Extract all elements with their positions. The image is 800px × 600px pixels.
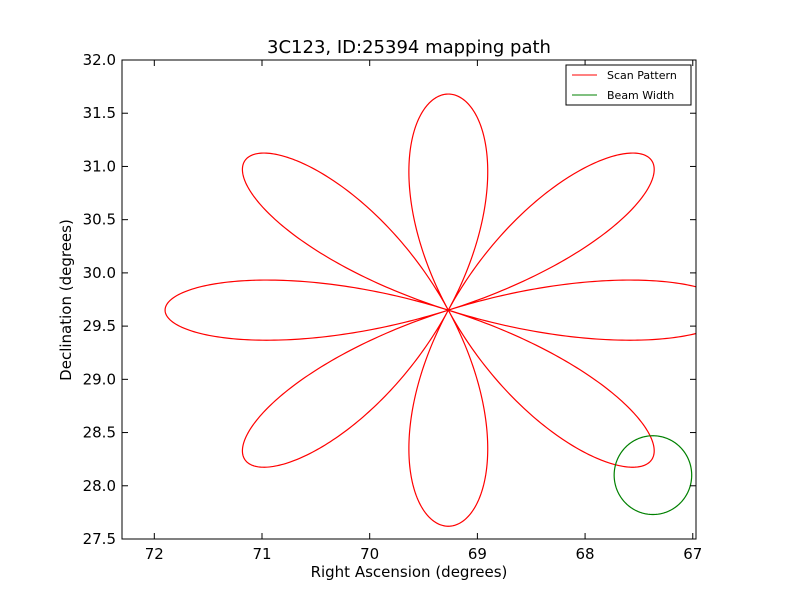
legend-label-beam-width: Beam Width bbox=[607, 89, 674, 102]
series-beam-width bbox=[613, 435, 693, 516]
y-tick-label: 28.5 bbox=[83, 424, 116, 442]
y-tick-label: 29.5 bbox=[83, 317, 116, 335]
x-tick-label: 70 bbox=[360, 545, 379, 563]
y-axis: 27.5 28.0 28.5 29.0 29.5 30.0 30.5 31.0 31.5 32.0 bbox=[83, 51, 696, 548]
x-tick-label: 71 bbox=[252, 545, 271, 563]
y-axis-label: Declination (degrees) bbox=[57, 219, 75, 381]
chart-title: 3C123, ID:25394 mapping path bbox=[267, 37, 551, 58]
x-tick-label: 67 bbox=[683, 545, 702, 563]
x-tick-label: 68 bbox=[576, 545, 595, 563]
x-axis: 72 71 70 69 68 67 bbox=[145, 60, 702, 563]
y-tick-label: 27.5 bbox=[83, 530, 116, 548]
x-axis-label: Right Ascension (degrees) bbox=[311, 563, 508, 581]
legend-label-scan-pattern: Scan Pattern bbox=[607, 69, 677, 82]
plot-frame bbox=[121, 59, 697, 540]
y-tick-label: 28.0 bbox=[83, 477, 116, 495]
y-tick-label: 30.5 bbox=[83, 211, 116, 229]
y-tick-label: 29.0 bbox=[83, 370, 116, 388]
series-layer bbox=[164, 93, 696, 527]
y-tick-label: 31.5 bbox=[83, 104, 116, 122]
x-tick-label: 69 bbox=[468, 545, 487, 563]
series-scan-pattern bbox=[164, 93, 696, 527]
y-tick-label: 32.0 bbox=[83, 51, 116, 69]
y-tick-label: 31.0 bbox=[83, 157, 116, 175]
y-tick-label: 30.0 bbox=[83, 264, 116, 282]
x-tick-label: 72 bbox=[145, 545, 164, 563]
legend-box bbox=[565, 64, 692, 106]
legend: Scan Pattern Beam Width bbox=[565, 64, 692, 106]
